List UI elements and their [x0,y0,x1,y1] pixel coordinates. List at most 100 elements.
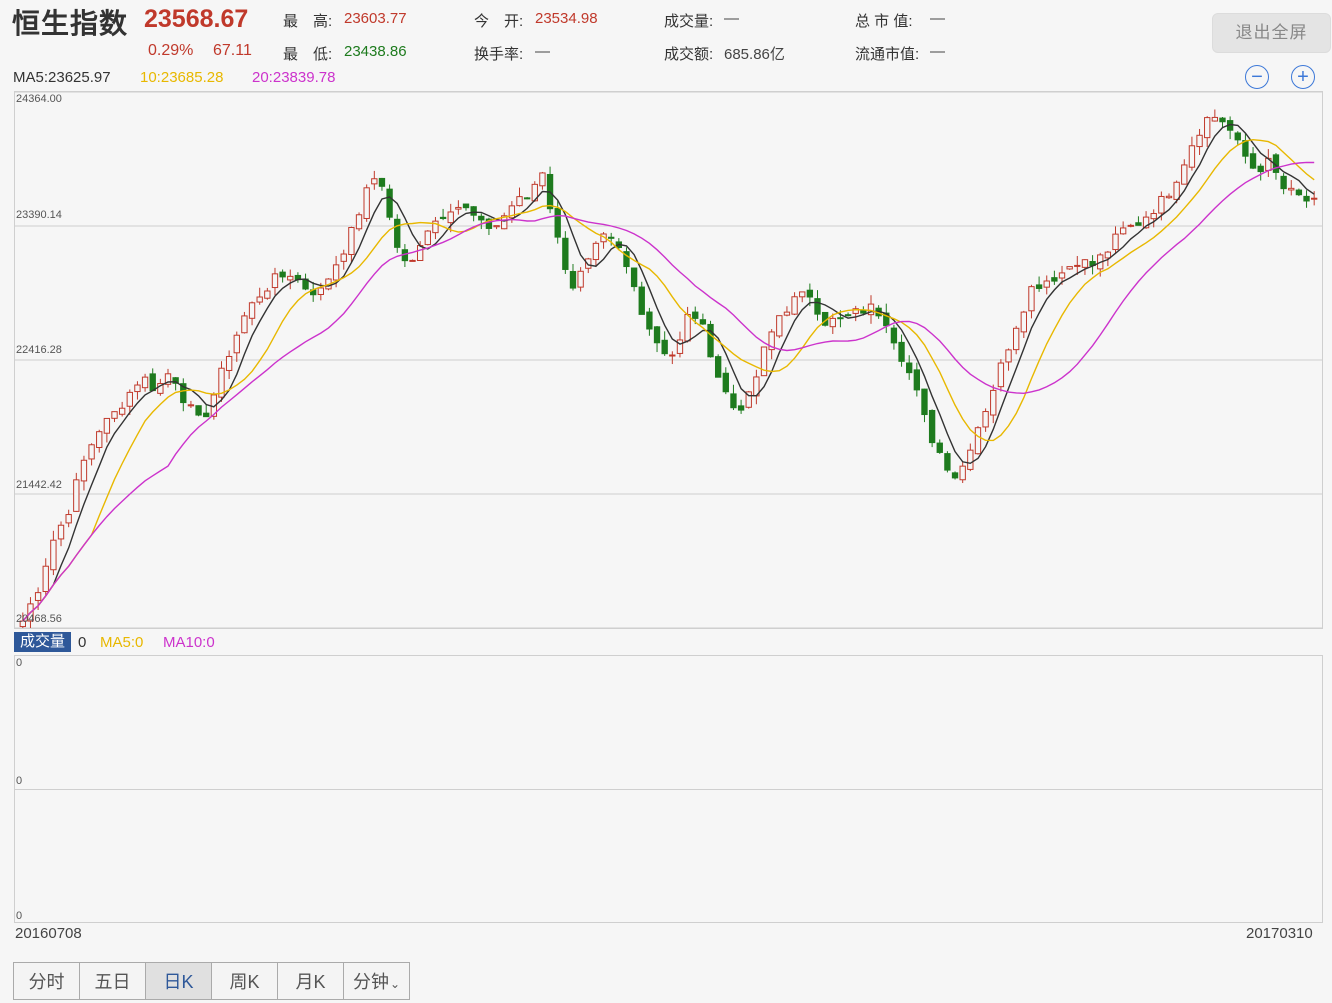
candle [88,443,95,466]
candle [722,367,729,395]
candle [50,530,57,576]
candle [745,390,752,409]
candle [661,331,668,356]
candle [478,213,485,230]
tab-daily-k[interactable]: 日K [145,962,212,1000]
candle [180,378,187,412]
kline-chart [15,92,1322,628]
candle [432,216,439,240]
exit-fullscreen-button[interactable]: 退出全屏 [1212,13,1331,53]
start-date: 20160708 [15,925,82,942]
candle [111,411,118,423]
zoom-in-icon[interactable]: + [1291,65,1315,89]
candle [951,471,959,480]
candle [1005,348,1012,371]
candle [600,232,607,249]
candle [944,451,951,473]
candle [906,355,913,380]
candle [707,320,714,358]
kline-panel[interactable] [14,91,1323,629]
tab-monthly-k[interactable]: 月K [277,962,344,1000]
candle [187,400,195,408]
candle [470,206,477,222]
candle [1234,131,1241,145]
candle [1028,284,1035,319]
candle [134,381,141,400]
candle [455,200,462,215]
candle [195,405,202,417]
candle [96,429,103,453]
price-tick: 20468.56 [16,613,62,625]
candle [1135,216,1142,226]
volume-ma5-legend: MA5:0 [100,634,144,651]
chevron-down-icon: ⌄ [389,977,401,991]
stat-market-cap-value: — [930,10,945,27]
stat-market-cap-label: 总 市 值: [855,13,913,30]
candle [539,171,546,190]
candle [1257,163,1264,181]
stat-low-value: 23438.86 [344,43,407,60]
ma20-legend: 20:23839.78 [252,69,336,86]
price-tick: 24364.00 [16,93,62,105]
volume-panel[interactable] [14,655,1323,923]
candle [73,472,80,512]
volume-value: 0 [78,634,87,651]
candle [1066,266,1073,270]
tab-five-day[interactable]: 五日 [79,962,146,1000]
candle [577,267,584,292]
candle [990,384,997,424]
candle [57,521,65,547]
candle [1020,310,1027,339]
candle [890,324,898,350]
candle [913,362,921,397]
candle [760,346,768,377]
candle [439,208,447,221]
candle [959,461,966,484]
tab-weekly-k[interactable]: 周K [211,962,278,1000]
price-tick: 21442.42 [16,479,62,491]
ma10-line [22,138,1315,622]
candle [1074,256,1081,275]
candle [386,184,393,221]
candle [814,290,821,321]
candle [776,315,783,339]
candle [921,388,928,423]
candle [1165,193,1173,199]
candle [791,292,798,316]
candle [271,267,279,296]
candle [1242,132,1249,164]
volume-ma10-legend: MA10:0 [163,634,215,651]
candle [1043,275,1050,295]
stat-turnover-value: — [535,43,550,60]
candle [248,301,256,326]
volume-gridline [15,789,1322,790]
candle [928,409,936,448]
candle [126,389,133,415]
candle [852,305,859,322]
tab-minute[interactable]: 分钟⌄ [343,962,410,1000]
candle [844,312,852,317]
price-tick: 23390.14 [16,209,62,221]
candle [1265,149,1272,177]
candle [1226,116,1234,140]
candle [279,269,286,283]
candle [829,313,836,334]
candle [401,244,409,268]
candle [837,310,844,328]
ma5-legend: MA5:23625.97 [13,69,111,86]
price-tick: 22416.28 [16,344,62,356]
zoom-out-icon[interactable]: − [1245,65,1269,89]
stat-float-cap-value: — [930,43,945,60]
candle [523,197,531,200]
candle [233,331,240,362]
candle [340,249,347,270]
candle [394,214,401,253]
candle [692,306,699,325]
candle [1150,209,1157,228]
candle [1303,190,1310,208]
candle [974,426,982,455]
candle [562,231,569,274]
candle [65,509,72,528]
candle [799,291,806,303]
tab-timeshare[interactable]: 分时 [13,962,80,1000]
